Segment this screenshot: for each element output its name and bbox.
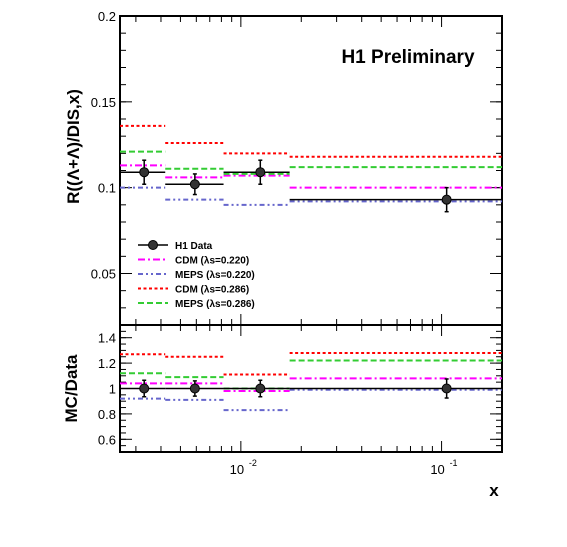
legend-sample-marker	[148, 240, 158, 250]
legend: H1 Data CDM (λs=0.220) MEPS (λs=0.220) CDM …	[138, 240, 255, 310]
y-tick-label: 0.2	[98, 9, 116, 24]
y-tick-label: 1.4	[98, 331, 116, 346]
data-point	[441, 383, 452, 394]
y-tick-label: 0.15	[91, 95, 116, 110]
x-tick-exponent: -2	[249, 458, 257, 468]
x-tick-label: 10	[430, 462, 444, 477]
data-point	[255, 167, 266, 178]
data-point	[189, 383, 200, 394]
y-tick-label: 1.2	[98, 356, 116, 371]
data-point	[441, 194, 452, 205]
legend-entry-label: CDM (λs=0.220)	[175, 256, 249, 267]
y-axis-label: MC/Data	[62, 354, 81, 423]
legend-entry-label: H1 Data	[175, 241, 213, 252]
y-tick-label: 0.05	[91, 267, 116, 282]
x-tick-exponent: -1	[450, 458, 458, 468]
legend-entry-label: CDM (λs=0.286)	[175, 285, 249, 296]
legend-entry-label: MEPS (λs=0.220)	[175, 270, 255, 281]
y-tick-label: 0.1	[98, 181, 116, 196]
data-point	[139, 383, 150, 394]
data-point	[189, 179, 200, 190]
top-panel: 0.05 0.1 0.15 0.2 R((Λ+Λ)/DIS,x)	[64, 9, 503, 326]
x-axis-label: x	[489, 481, 499, 500]
bottom-panel: 0.6 0.8 1 1.2 1.4 10 -2 10 -1 MC/Data x	[62, 324, 503, 500]
y-tick-label: 0.8	[98, 407, 116, 422]
x-tick-label: 10	[230, 462, 244, 477]
y-axis-label: R((Λ+Λ)/DIS,x)	[64, 89, 83, 204]
watermark-label: H1 Preliminary	[341, 47, 474, 68]
data-point	[139, 167, 150, 178]
data-point	[255, 383, 266, 394]
legend-entry-label: MEPS (λs=0.286)	[175, 299, 255, 310]
y-tick-label: 0.6	[98, 432, 116, 447]
y-tick-label: 1	[109, 382, 116, 397]
